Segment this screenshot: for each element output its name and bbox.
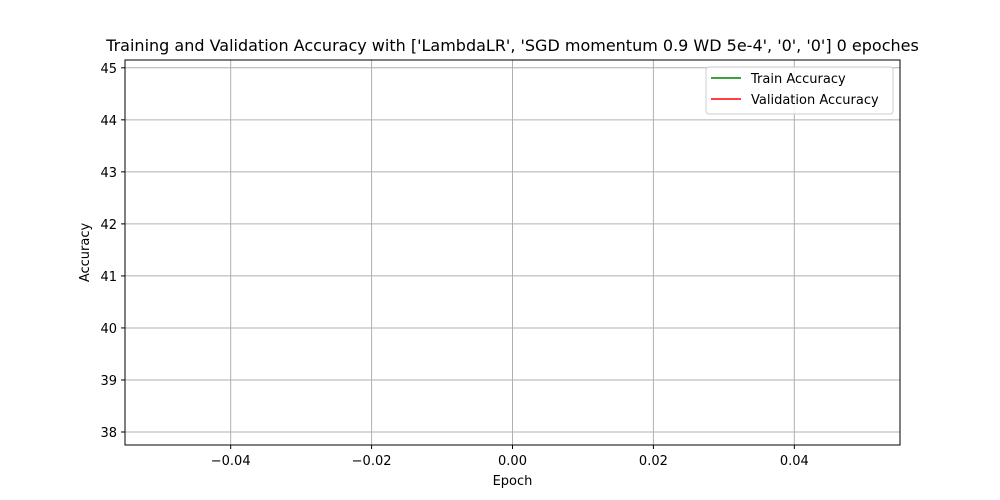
y-tick-label: 42 (100, 218, 117, 233)
legend-box (705, 66, 894, 115)
y-axis-ticks: 38 39 40 41 42 43 44 45 (100, 62, 125, 441)
y-tick-label: 43 (100, 166, 117, 181)
x-tick-label: −0.02 (352, 454, 392, 469)
x-tick-label: 0.04 (780, 454, 809, 469)
y-tick-label: 39 (100, 374, 117, 389)
x-axis-label: Epoch (493, 474, 533, 489)
y-tick-label: 45 (100, 62, 117, 77)
chart-title: Training and Validation Accuracy with ['… (105, 36, 919, 55)
grid-lines (125, 60, 900, 445)
legend-validation-label: Validation Accuracy (751, 93, 879, 108)
y-axis-label: Accuracy (78, 223, 93, 283)
legend: Train Accuracy Validation Accuracy (705, 66, 894, 115)
y-tick-label: 38 (100, 426, 117, 441)
y-tick-label: 44 (100, 114, 117, 129)
x-tick-label: 0.00 (498, 454, 527, 469)
x-tick-label: 0.02 (639, 454, 668, 469)
y-tick-label: 40 (100, 322, 117, 337)
x-tick-label: −0.04 (211, 454, 251, 469)
x-axis-ticks: −0.04 −0.02 0.00 0.02 0.04 (211, 445, 809, 469)
legend-train-label: Train Accuracy (750, 72, 846, 87)
y-tick-label: 41 (100, 270, 117, 285)
